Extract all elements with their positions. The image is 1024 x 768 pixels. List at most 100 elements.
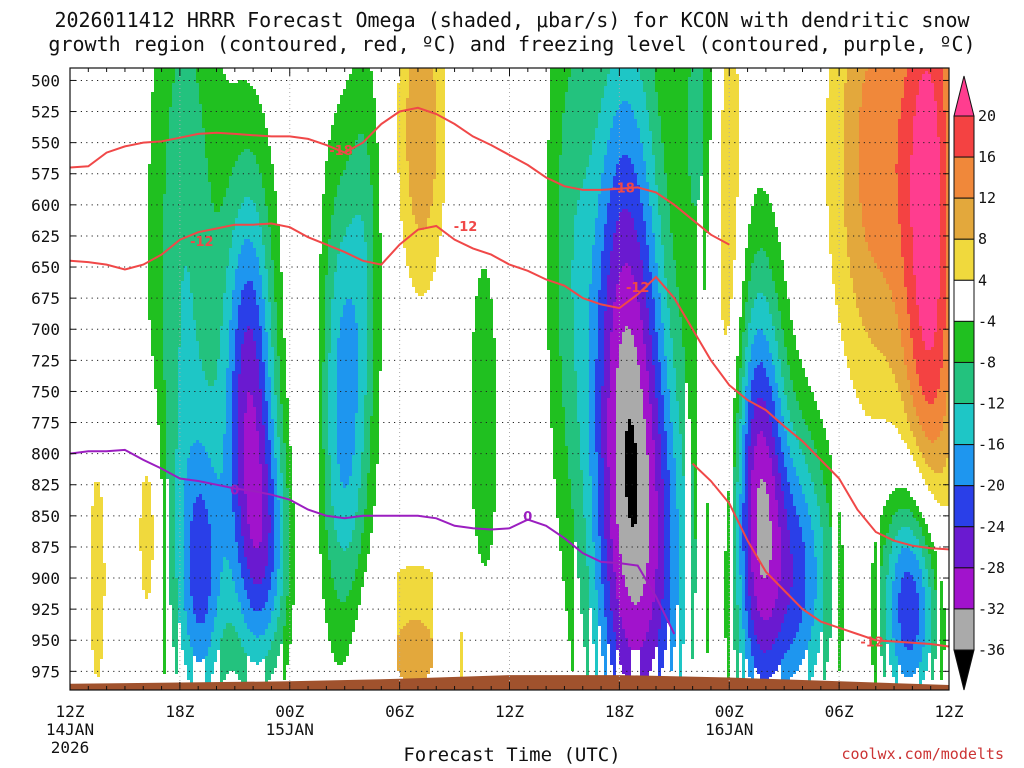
omega-cell <box>361 452 364 533</box>
omega-cell <box>649 620 652 671</box>
omega-cell <box>610 128 613 188</box>
omega-cell <box>919 68 922 80</box>
omega-cell <box>748 638 751 677</box>
omega-cell <box>808 641 811 683</box>
omega-cell <box>601 458 604 584</box>
contour-label-text: 0 <box>230 484 239 499</box>
omega-cell <box>601 251 604 386</box>
omega-cell <box>883 356 886 419</box>
omega-cell <box>244 239 247 284</box>
omega-cell <box>631 275 634 335</box>
omega-cell <box>349 224 352 299</box>
omega-cell <box>784 395 787 431</box>
omega-cell <box>574 371 577 542</box>
omega-cell <box>274 632 277 668</box>
omega-cell <box>874 542 877 689</box>
omega-cell <box>241 578 244 614</box>
omega-cell <box>412 68 415 215</box>
omega-cell <box>187 68 190 272</box>
credit-link[interactable]: coolwx.com/modelts <box>841 745 1004 763</box>
omega-cell <box>799 527 802 623</box>
omega-cell <box>622 575 625 629</box>
omega-cell <box>163 68 166 194</box>
colorbar-label: 4 <box>978 271 987 289</box>
omega-cell <box>667 68 670 203</box>
omega-cell <box>814 599 817 665</box>
omega-cell <box>616 599 619 650</box>
omega-cell <box>625 431 628 497</box>
omega-cell <box>643 221 646 281</box>
omega-cell <box>934 101 937 332</box>
omega-cell <box>328 455 331 560</box>
omega-cell <box>820 419 823 470</box>
omega-cell <box>655 68 658 92</box>
omega-cell <box>358 215 361 488</box>
omega-cell <box>268 227 271 302</box>
omega-cell <box>610 539 613 611</box>
omega-cell <box>592 140 595 245</box>
omega-cell <box>253 341 256 407</box>
colorbar-top-arrow <box>953 75 975 117</box>
omega-cell <box>904 572 907 647</box>
omega-cell <box>265 566 268 602</box>
omega-cell <box>736 413 739 482</box>
omega-cell <box>865 71 868 242</box>
omega-cell <box>787 365 790 410</box>
omega-cell <box>205 68 208 158</box>
time-axis <box>69 68 950 690</box>
omega-cell <box>646 68 649 110</box>
omega-cell <box>928 554 931 587</box>
omega-cell <box>901 488 904 509</box>
omega-cell <box>682 476 685 644</box>
omega-cell <box>751 206 754 263</box>
omega-cell <box>742 332 745 377</box>
omega-cell <box>199 623 202 662</box>
omega-cell <box>703 68 706 290</box>
omega-cell <box>640 389 643 596</box>
omega-cell <box>910 650 913 677</box>
omega-cell <box>898 329 901 392</box>
omega-cell <box>280 272 283 404</box>
omega-cell <box>763 578 766 620</box>
omega-cell <box>259 275 262 326</box>
omega-cell <box>418 620 421 686</box>
omega-cell <box>649 131 652 206</box>
omega-cell <box>601 68 604 98</box>
omega-cell <box>235 83 238 161</box>
omega-cell <box>901 401 904 440</box>
omega-cell <box>229 623 232 671</box>
omega-cell <box>937 68 940 137</box>
omega-cell <box>787 482 790 530</box>
y-tick-label: 525 <box>31 103 60 122</box>
omega-cell <box>772 437 775 476</box>
omega-cell <box>676 401 679 509</box>
omega-cell <box>232 230 235 290</box>
omega-cell <box>922 68 925 74</box>
omega-cell <box>103 563 106 596</box>
omega-cell <box>655 332 658 398</box>
omega-cell <box>343 488 346 551</box>
omega-cell <box>355 140 358 215</box>
omega-cell <box>694 68 697 206</box>
omega-cell <box>571 509 574 671</box>
omega-cell <box>787 530 790 605</box>
omega-cell <box>790 422 793 458</box>
omega-cell <box>244 332 247 413</box>
omega-cell <box>910 575 913 650</box>
omega-cell <box>868 338 871 416</box>
omega-cell <box>235 632 238 674</box>
omega-cell <box>946 392 949 458</box>
omega-cell <box>754 635 757 668</box>
omega-cell <box>430 572 433 638</box>
omega-cell <box>343 236 346 305</box>
omega-cell <box>244 197 247 239</box>
omega-cell <box>640 143 643 203</box>
omega-cell <box>673 458 676 647</box>
omega-cell <box>823 485 826 680</box>
omega-cell <box>886 68 889 284</box>
omega-cell <box>637 302 640 365</box>
omega-cell <box>892 581 895 638</box>
omega-cell <box>928 350 931 404</box>
omega-cell <box>250 329 253 395</box>
omega-cell <box>751 380 754 419</box>
